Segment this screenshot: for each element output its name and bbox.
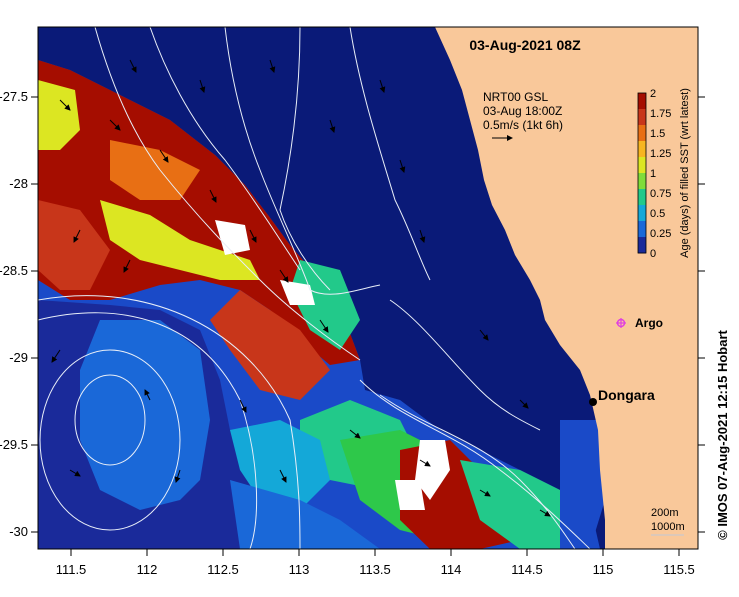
depth-legend-200m: 200m bbox=[651, 507, 679, 519]
y-tick-label: -27.5 bbox=[0, 89, 28, 104]
colorbar-swatch bbox=[638, 157, 646, 174]
colorbar-frame bbox=[637, 92, 647, 254]
argo-label: Argo bbox=[635, 316, 663, 330]
map-plot-area bbox=[38, 27, 698, 549]
axis-ticks bbox=[31, 96, 705, 556]
colorbar-swatch bbox=[638, 237, 646, 254]
dongara-label: Dongara bbox=[598, 387, 655, 403]
plot-frame bbox=[37, 26, 699, 550]
current-legend-line2: 03-Aug 18:00Z bbox=[483, 104, 562, 118]
y-tick-label: -28 bbox=[9, 176, 28, 191]
colorbar-tick-label: 0.5 bbox=[650, 208, 665, 220]
colorbar-tick-label: 2 bbox=[650, 88, 656, 100]
depth-contour-legend: 200m 1000m bbox=[651, 507, 685, 536]
colorbar-swatch bbox=[638, 141, 646, 158]
argo-marker: Argo bbox=[616, 316, 663, 330]
x-tick-label: 112 bbox=[137, 562, 158, 577]
current-vector-legend: NRT00 GSL 03-Aug 18:00Z 0.5m/s (1kt 6h) bbox=[483, 90, 563, 132]
colorbar-label: Age (days) of filled SST (wrt latest) bbox=[679, 88, 691, 258]
credit-text: © IMOS 07-Aug-2021 12:15 Hobart bbox=[715, 329, 730, 539]
colorbar-swatch bbox=[638, 189, 646, 206]
current-legend-line1: NRT00 GSL bbox=[483, 90, 548, 104]
x-tick-label: 111.5 bbox=[56, 562, 87, 577]
x-tick-label: 115.5 bbox=[663, 562, 695, 577]
x-tick-label: 113.5 bbox=[359, 562, 391, 577]
colorbar-swatch bbox=[638, 125, 646, 142]
colorbar-tick-label: 0 bbox=[650, 248, 656, 260]
y-tick-labels: -27.5 -28 -28.5 -29 -29.5 -30 bbox=[0, 89, 28, 539]
dongara-marker: Dongara bbox=[589, 387, 655, 406]
y-tick-label: -29.5 bbox=[0, 437, 28, 452]
colorbar-swatch bbox=[638, 173, 646, 190]
x-tick-label: 113 bbox=[289, 562, 310, 577]
town-dot-icon bbox=[589, 398, 597, 406]
x-tick-labels: 111.5 112 112.5 113 113.5 114 114.5 115 … bbox=[56, 562, 695, 577]
x-tick-label: 114.5 bbox=[511, 562, 543, 577]
x-tick-label: 115 bbox=[593, 562, 614, 577]
colorbar-tick-label: 1 bbox=[650, 168, 656, 180]
colorbar-swatch bbox=[638, 93, 646, 110]
y-tick-label: -30 bbox=[9, 524, 28, 539]
colorbar-swatch bbox=[638, 205, 646, 222]
colorbar-tick-labels: 2 1.75 1.5 1.25 1 0.75 0.5 0.25 0 bbox=[650, 88, 671, 260]
colorbar-swatches bbox=[638, 93, 646, 254]
current-vectors bbox=[51, 59, 551, 517]
colorbar-swatch bbox=[638, 221, 646, 238]
x-tick-label: 112.5 bbox=[207, 562, 239, 577]
colorbar-tick-label: 0.25 bbox=[650, 228, 671, 240]
colorbar-swatch bbox=[638, 109, 646, 126]
map-title: 03-Aug-2021 08Z bbox=[469, 37, 581, 53]
y-tick-label: -28.5 bbox=[0, 263, 28, 278]
current-legend-line3: 0.5m/s (1kt 6h) bbox=[483, 118, 563, 132]
colorbar-tick-label: 1.5 bbox=[650, 128, 665, 140]
contour-lines bbox=[38, 27, 591, 549]
land-mass bbox=[435, 27, 698, 549]
depth-legend-1000m: 1000m bbox=[651, 521, 685, 533]
colorbar-tick-label: 1.75 bbox=[650, 108, 671, 120]
colorbar: 2 1.75 1.5 1.25 1 0.75 0.5 0.25 0 Age (d… bbox=[637, 88, 691, 260]
colorbar-tick-label: 1.25 bbox=[650, 148, 671, 160]
colorbar-tick-label: 0.75 bbox=[650, 188, 671, 200]
y-tick-label: -29 bbox=[9, 350, 28, 365]
x-tick-label: 114 bbox=[441, 562, 462, 577]
